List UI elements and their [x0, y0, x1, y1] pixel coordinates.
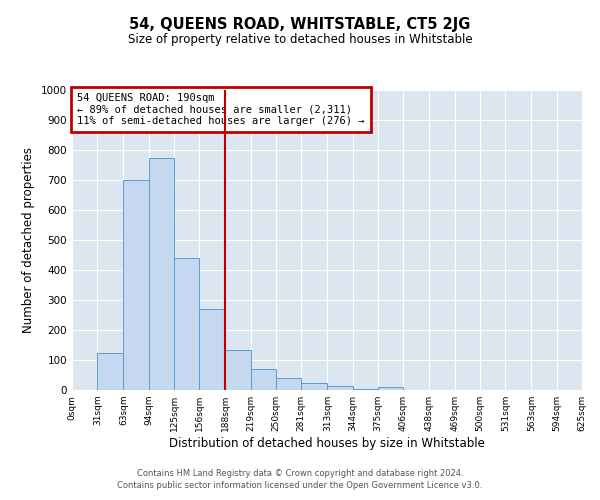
Bar: [124, 180, 149, 390]
Bar: [149, 158, 174, 390]
Text: 54 QUEENS ROAD: 190sqm
← 89% of detached houses are smaller (2,311)
11% of semi-: 54 QUEENS ROAD: 190sqm ← 89% of detached…: [77, 93, 365, 126]
Bar: [328, 386, 353, 390]
X-axis label: Distribution of detached houses by size in Whitstable: Distribution of detached houses by size …: [169, 437, 485, 450]
Bar: [174, 258, 199, 390]
Text: 54, QUEENS ROAD, WHITSTABLE, CT5 2JG: 54, QUEENS ROAD, WHITSTABLE, CT5 2JG: [130, 18, 470, 32]
Text: Contains HM Land Registry data © Crown copyright and database right 2024.: Contains HM Land Registry data © Crown c…: [137, 468, 463, 477]
Y-axis label: Number of detached properties: Number of detached properties: [22, 147, 35, 333]
Text: Contains public sector information licensed under the Open Government Licence v3: Contains public sector information licen…: [118, 481, 482, 490]
Bar: [251, 369, 276, 390]
Bar: [199, 309, 226, 390]
Bar: [226, 350, 251, 390]
Bar: [276, 378, 301, 390]
Bar: [353, 388, 378, 390]
Bar: [301, 382, 328, 390]
Text: Size of property relative to detached houses in Whitstable: Size of property relative to detached ho…: [128, 32, 472, 46]
Bar: [97, 352, 124, 390]
Bar: [378, 387, 403, 390]
